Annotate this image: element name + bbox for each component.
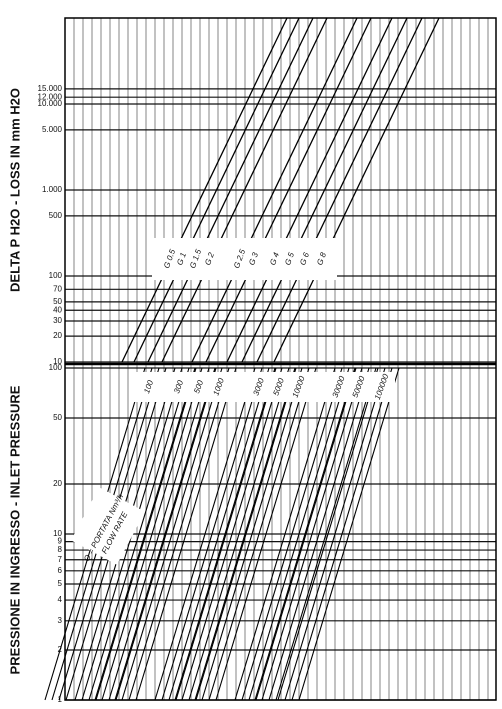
y-tick-label: 1 xyxy=(58,695,63,704)
label-box xyxy=(152,238,337,280)
flow-line xyxy=(168,367,270,701)
y-tick-label: 50 xyxy=(53,297,62,306)
y-tick-label: 40 xyxy=(53,305,62,314)
gauge-line xyxy=(147,17,314,363)
flow-line xyxy=(175,367,277,701)
gauge-line xyxy=(256,17,423,363)
flow-line xyxy=(254,367,356,701)
gauge-label: G 6 xyxy=(298,251,311,267)
y-tick-label: 10.000 xyxy=(38,99,63,108)
flow-line xyxy=(275,367,377,701)
gauge-label: G 4 xyxy=(268,251,281,267)
flow-line xyxy=(291,367,393,701)
gauge-line xyxy=(133,17,300,363)
y-tick-label: 15.000 xyxy=(38,84,63,93)
gauge-label: G 5 xyxy=(283,251,296,267)
flow-line xyxy=(268,367,370,701)
flow-line xyxy=(114,367,216,701)
gauge-line xyxy=(205,17,372,363)
y-tick-label: 100 xyxy=(49,363,63,372)
frame xyxy=(64,17,497,701)
flow-line xyxy=(101,367,203,701)
flow-line xyxy=(94,367,196,701)
y-tick-label: 8 xyxy=(58,545,63,554)
y-tick-label: 20 xyxy=(53,331,62,340)
label-box xyxy=(130,372,395,402)
flow-line xyxy=(208,367,310,701)
flow-line xyxy=(234,367,336,701)
y-tick-label: 100 xyxy=(49,271,63,280)
gauge-label: G 2 xyxy=(203,251,216,267)
flow-line xyxy=(128,367,230,701)
flow-line xyxy=(135,367,237,701)
flow-line xyxy=(298,367,400,701)
flow-label: 100 xyxy=(142,379,155,395)
y-tick-label: 20 xyxy=(53,479,62,488)
flow-line xyxy=(284,367,386,701)
y-tick-label: 1.000 xyxy=(42,185,63,194)
flow-line xyxy=(201,367,303,701)
flow-line xyxy=(121,367,223,701)
y-tick-label: 70 xyxy=(53,284,62,293)
y-tick-label: 30 xyxy=(53,316,62,325)
lower-axis-label: PRESSIONE IN INGRESSO - INLET PRESSURE xyxy=(7,385,22,674)
gauge-label: G 3 xyxy=(247,251,260,267)
gauge-line xyxy=(241,17,408,363)
upper-axis-label: DELTA P H2O - LOSS IN mm H2O xyxy=(7,88,22,292)
flow-line xyxy=(194,367,296,701)
flow-line xyxy=(277,367,379,701)
flow-label: 300 xyxy=(172,379,185,395)
y-tick-label: 10 xyxy=(53,529,62,538)
y-tick-label: 5 xyxy=(58,579,63,588)
flow-line xyxy=(88,367,190,701)
flow-line xyxy=(215,367,317,701)
gauge-line xyxy=(121,17,288,363)
y-tick-label: 5.000 xyxy=(42,125,63,134)
flow-line xyxy=(195,367,297,701)
y-tick-label: 4 xyxy=(58,595,63,604)
y-tick-label: 500 xyxy=(49,211,63,220)
y-tick-label: 3 xyxy=(58,616,63,625)
flow-line xyxy=(161,367,263,701)
flow-line xyxy=(248,367,350,701)
annotation-box xyxy=(70,487,146,565)
flow-line xyxy=(115,367,217,701)
flow-line xyxy=(261,367,363,701)
flow-line xyxy=(181,367,283,701)
gauge-line xyxy=(226,17,393,363)
y-tick-label: 9 xyxy=(58,537,63,546)
y-tick-label: 7 xyxy=(58,555,63,564)
y-tick-label: 12.000 xyxy=(38,92,63,101)
flow-line xyxy=(188,367,290,701)
gauge-line xyxy=(191,17,358,363)
y-tick-label: 50 xyxy=(53,413,62,422)
gauge-label: G 1 xyxy=(175,251,188,266)
flow-line xyxy=(95,367,197,701)
gauge-label: G 8 xyxy=(315,251,328,267)
y-tick-label: 6 xyxy=(58,566,63,575)
gauge-line xyxy=(273,17,440,363)
flow-line xyxy=(154,367,256,701)
flow-line xyxy=(241,367,343,701)
flow-label: 500 xyxy=(192,379,205,395)
flow-line xyxy=(174,367,276,701)
gauge-line xyxy=(161,17,328,363)
flow-line xyxy=(255,367,357,701)
flow-line xyxy=(108,367,210,701)
y-tick-label: 10 xyxy=(53,357,62,366)
